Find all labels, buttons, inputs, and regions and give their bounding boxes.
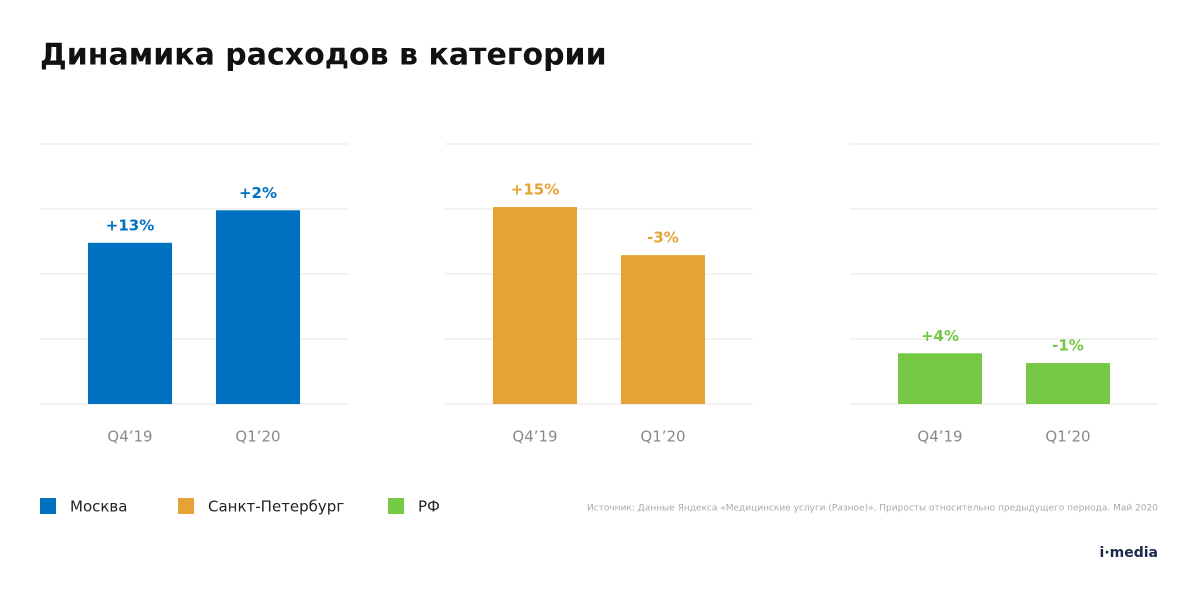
value-label: +15%	[511, 181, 559, 199]
legend-label: РФ	[418, 498, 440, 516]
bar	[493, 207, 577, 404]
x-tick-label: Q1’20	[640, 428, 685, 446]
x-tick-label: Q4’19	[917, 428, 962, 446]
source-note: Источник: Данные Яндекса «Медицинские ус…	[587, 504, 1158, 514]
bar	[621, 255, 705, 404]
legend-swatch	[388, 498, 404, 514]
legend-label: Москва	[70, 498, 127, 516]
legend-swatch	[178, 498, 194, 514]
legend-swatch	[40, 498, 56, 514]
x-tick-label: Q4’19	[107, 428, 152, 446]
value-label: -3%	[647, 229, 679, 247]
bar	[1026, 363, 1110, 404]
value-label: +13%	[106, 216, 154, 234]
page-title: Динамика расходов в категории	[40, 38, 607, 73]
logo: i·media	[1100, 545, 1158, 561]
bar	[216, 210, 300, 404]
legend-label: Санкт-Петербург	[208, 498, 344, 516]
x-tick-label: Q4’19	[512, 428, 557, 446]
bar	[88, 242, 172, 404]
value-label: -1%	[1052, 337, 1084, 355]
value-label: +4%	[921, 327, 959, 345]
value-label: +2%	[239, 184, 277, 202]
x-tick-label: Q1’20	[235, 428, 280, 446]
x-tick-label: Q1’20	[1045, 428, 1090, 446]
bar	[898, 353, 982, 404]
